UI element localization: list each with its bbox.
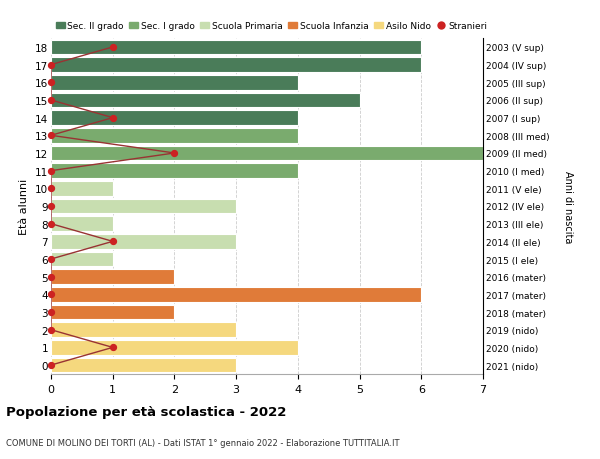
Bar xyxy=(51,287,421,302)
Point xyxy=(46,309,56,316)
Bar xyxy=(51,270,175,284)
Bar xyxy=(51,182,113,196)
Legend: Sec. II grado, Sec. I grado, Scuola Primaria, Scuola Infanzia, Asilo Nido, Stran: Sec. II grado, Sec. I grado, Scuola Prim… xyxy=(56,22,487,31)
Point xyxy=(46,256,56,263)
Bar xyxy=(51,305,175,319)
Bar xyxy=(51,164,298,179)
Point xyxy=(46,362,56,369)
Y-axis label: Età alunni: Età alunni xyxy=(19,179,29,235)
Text: Popolazione per età scolastica - 2022: Popolazione per età scolastica - 2022 xyxy=(6,405,286,419)
Bar xyxy=(51,40,421,55)
Point xyxy=(108,115,118,122)
Point xyxy=(46,79,56,87)
Bar xyxy=(51,217,113,231)
Bar xyxy=(51,235,236,249)
Bar xyxy=(51,94,359,108)
Bar xyxy=(51,199,236,214)
Point xyxy=(46,203,56,210)
Text: COMUNE DI MOLINO DEI TORTI (AL) - Dati ISTAT 1° gennaio 2022 - Elaborazione TUTT: COMUNE DI MOLINO DEI TORTI (AL) - Dati I… xyxy=(6,438,400,447)
Bar xyxy=(51,252,113,267)
Point xyxy=(170,150,179,157)
Bar xyxy=(51,341,298,355)
Bar xyxy=(51,358,236,373)
Point xyxy=(108,44,118,51)
Point xyxy=(46,326,56,334)
Bar xyxy=(51,111,298,126)
Point xyxy=(46,62,56,69)
Point xyxy=(46,97,56,104)
Point xyxy=(46,291,56,298)
Point xyxy=(46,274,56,281)
Point xyxy=(46,185,56,193)
Bar xyxy=(51,129,298,143)
Point xyxy=(108,238,118,246)
Bar xyxy=(51,323,236,337)
Bar xyxy=(51,76,298,90)
Point xyxy=(46,132,56,140)
Bar xyxy=(51,146,483,161)
Point xyxy=(108,344,118,351)
Point xyxy=(46,220,56,228)
Y-axis label: Anni di nascita: Anni di nascita xyxy=(563,170,573,243)
Bar xyxy=(51,58,421,73)
Point xyxy=(46,168,56,175)
